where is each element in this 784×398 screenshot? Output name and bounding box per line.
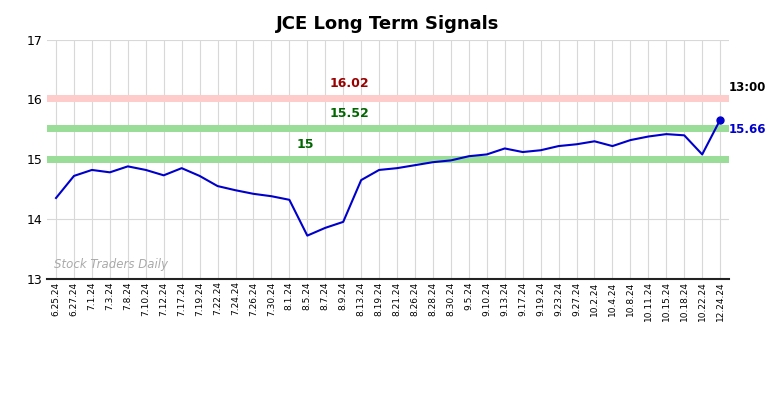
Bar [47,125,729,132]
Text: 13:00: 13:00 [729,80,767,94]
Text: 15: 15 [296,138,314,151]
Text: Stock Traders Daily: Stock Traders Daily [54,258,168,271]
Text: 15.66: 15.66 [729,123,767,136]
Title: JCE Long Term Signals: JCE Long Term Signals [277,15,499,33]
Bar [47,95,729,102]
Text: 15.52: 15.52 [329,107,369,120]
Text: 16.02: 16.02 [329,77,369,90]
Bar [47,156,729,163]
